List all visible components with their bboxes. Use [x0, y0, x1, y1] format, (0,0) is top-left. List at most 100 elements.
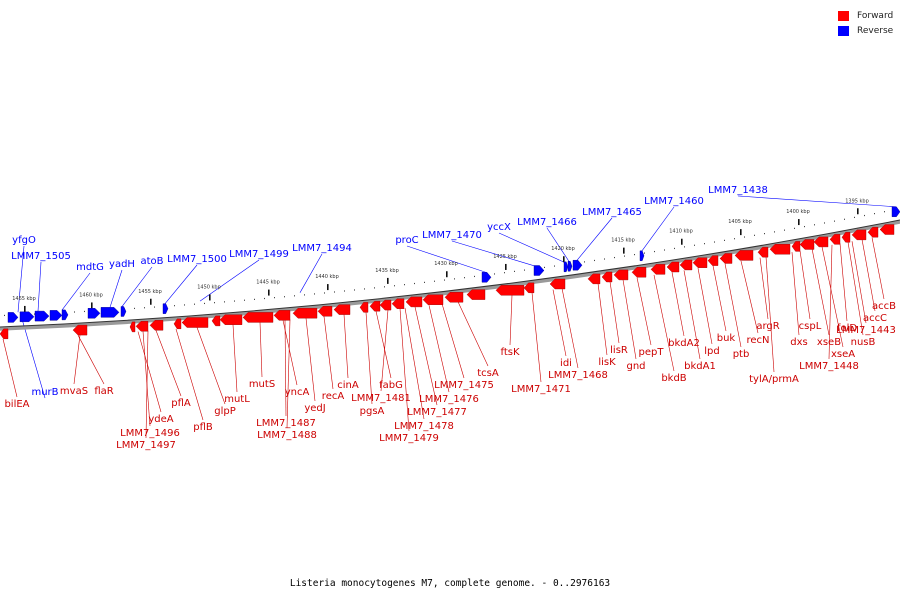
- reverse-gene[interactable]: [34, 310, 50, 322]
- forward-gene-label: bkdA2: [668, 338, 700, 349]
- forward-gene[interactable]: [444, 292, 464, 303]
- forward-gene[interactable]: [791, 241, 801, 252]
- leader-line: [552, 289, 567, 357]
- forward-gene[interactable]: [841, 232, 851, 243]
- leader-line: [73, 335, 81, 385]
- minor-tick: [854, 216, 855, 219]
- tick-label: 1420 kbp: [551, 246, 575, 252]
- minor-tick: [464, 277, 465, 279]
- minor-tick: [214, 302, 215, 304]
- major-tick: [740, 229, 742, 236]
- forward-gene[interactable]: [129, 321, 136, 333]
- minor-tick: [754, 234, 755, 236]
- forward-gene-label: glpP: [214, 406, 236, 417]
- forward-gene[interactable]: [707, 255, 719, 266]
- forward-gene[interactable]: [666, 261, 680, 273]
- forward-gene[interactable]: [0, 328, 9, 340]
- leader-line: [61, 272, 91, 311]
- forward-gene[interactable]: [219, 314, 243, 325]
- forward-gene[interactable]: [422, 294, 444, 305]
- forward-gene[interactable]: [149, 320, 164, 331]
- forward-gene-label: LMM7_1481: [351, 393, 411, 404]
- forward-gene[interactable]: [379, 299, 392, 311]
- reverse-gene[interactable]: [7, 312, 19, 323]
- forward-gene-label: LMM7_1448: [799, 361, 859, 372]
- forward-gene[interactable]: [173, 318, 182, 330]
- forward-gene[interactable]: [242, 312, 274, 323]
- forward-gene[interactable]: [813, 236, 829, 248]
- leader-line: [597, 283, 608, 356]
- forward-gene-label: accC: [863, 313, 887, 324]
- forward-gene[interactable]: [391, 298, 405, 309]
- forward-gene[interactable]: [495, 285, 525, 296]
- reverse-gene[interactable]: [19, 311, 35, 322]
- forward-gene[interactable]: [851, 229, 867, 241]
- tick-label: 1400 kbp: [786, 209, 810, 215]
- forward-gene[interactable]: [879, 224, 895, 235]
- forward-gene[interactable]: [292, 307, 318, 319]
- forward-gene-label: mutS: [249, 379, 275, 390]
- minor-tick: [404, 284, 405, 286]
- reverse-gene[interactable]: [572, 260, 583, 271]
- leader-line: [737, 195, 897, 208]
- reverse-gene[interactable]: [639, 250, 645, 261]
- reverse-gene[interactable]: [100, 307, 120, 318]
- minor-tick: [224, 301, 225, 303]
- forward-gene[interactable]: [135, 321, 149, 332]
- forward-gene[interactable]: [867, 227, 879, 238]
- forward-gene[interactable]: [613, 269, 629, 281]
- forward-gene[interactable]: [650, 264, 666, 275]
- forward-gene[interactable]: [72, 324, 88, 336]
- reverse-gene[interactable]: [563, 261, 569, 273]
- forward-gene-label: tylA/prmA: [749, 374, 799, 385]
- reverse-gene[interactable]: [49, 310, 63, 321]
- forward-gene[interactable]: [601, 271, 613, 283]
- forward-gene[interactable]: [333, 304, 351, 315]
- leader-line: [164, 264, 198, 304]
- forward-gene[interactable]: [405, 296, 423, 308]
- leader-line: [196, 327, 226, 405]
- minor-tick: [844, 218, 845, 220]
- reverse-gene[interactable]: [533, 265, 545, 276]
- minor-tick: [744, 236, 745, 238]
- forward-gene[interactable]: [799, 239, 815, 250]
- reverse-gene[interactable]: [567, 261, 573, 272]
- forward-gene-label: LMM7_1475: [434, 380, 494, 391]
- forward-gene[interactable]: [757, 246, 769, 258]
- forward-gene[interactable]: [359, 302, 369, 313]
- reverse-gene[interactable]: [120, 306, 127, 317]
- forward-gene[interactable]: [631, 267, 647, 278]
- minor-tick: [154, 306, 155, 308]
- reverse-gene[interactable]: [481, 272, 492, 283]
- forward-gene[interactable]: [181, 317, 209, 328]
- forward-gene[interactable]: [679, 259, 693, 271]
- minor-tick: [794, 227, 795, 229]
- forward-gene[interactable]: [692, 257, 708, 268]
- reverse-gene[interactable]: [162, 303, 169, 314]
- forward-gene[interactable]: [829, 234, 841, 245]
- forward-gene-label: LMM7_1497: [116, 440, 176, 451]
- forward-gene[interactable]: [369, 300, 381, 312]
- reverse-gene-label: mdtG: [76, 262, 104, 273]
- forward-gene[interactable]: [587, 273, 601, 285]
- forward-swatch: [838, 10, 849, 21]
- minor-tick: [334, 291, 335, 293]
- reverse-gene[interactable]: [87, 308, 101, 319]
- reverse-gene[interactable]: [61, 309, 69, 321]
- forward-gene[interactable]: [466, 289, 486, 300]
- reverse-gene[interactable]: [891, 206, 900, 217]
- forward-gene[interactable]: [734, 250, 754, 261]
- forward-gene-label: xseA: [831, 349, 855, 360]
- legend-reverse: Reverse: [838, 23, 893, 38]
- minor-tick: [284, 296, 285, 298]
- forward-gene[interactable]: [211, 315, 221, 327]
- forward-gene[interactable]: [549, 278, 566, 290]
- forward-gene[interactable]: [769, 244, 791, 255]
- forward-gene[interactable]: [719, 253, 733, 264]
- minor-tick: [34, 313, 35, 315]
- forward-gene[interactable]: [317, 306, 333, 317]
- major-tick: [150, 298, 152, 305]
- forward-gene[interactable]: [273, 310, 291, 321]
- forward-gene[interactable]: [523, 282, 535, 294]
- reverse-gene-label: LMM7_1499: [229, 249, 289, 260]
